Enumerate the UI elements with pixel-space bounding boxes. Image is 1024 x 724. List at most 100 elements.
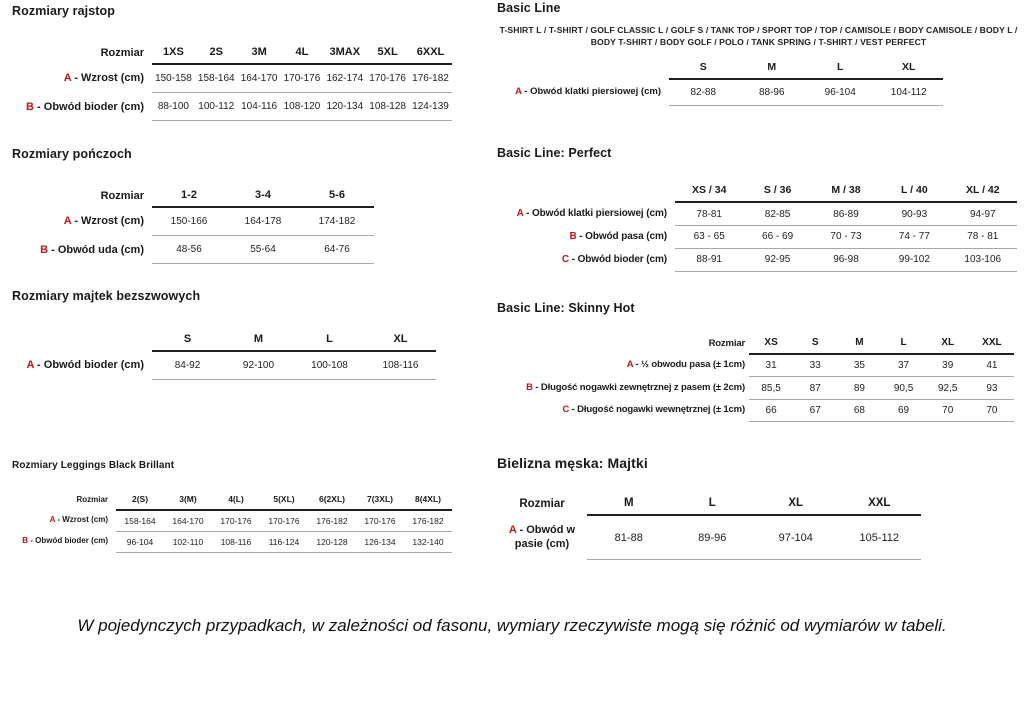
product-list-text: T-SHIRT L / T-SHIRT / GOLF CLASSIC L / G… — [499, 25, 1018, 47]
measurement-value: 78-81 — [675, 202, 744, 226]
measurement-value: 96-104 — [116, 531, 164, 553]
measurement-label: C - Obwód bioder (cm) — [561, 254, 667, 266]
size-header-row: S M L XL — [12, 333, 436, 353]
measurement-row: B - Obwód bioder (cm) 88-100 100-112 104-11… — [12, 92, 452, 122]
measurement-value: 158-164 — [116, 509, 164, 532]
measurement-value: 74 - 77 — [880, 225, 949, 249]
measurement-value: 48-56 — [152, 235, 226, 265]
measurement-value: 70 - 73 — [811, 225, 881, 249]
size-header-cell: XL — [874, 60, 943, 80]
footer-disclaimer: W pojedynczych przypadkach, w zależności… — [77, 616, 947, 635]
size-table: S M L XL A - Obwód bioder (cm) 84-92 92-100 100… — [12, 333, 436, 381]
measurement-label: A - ½ obwodu pasa (± 1cm) — [626, 359, 745, 371]
measurement-row: B - Obwód pasa (cm) 63 - 65 66 - 69 70 - 73… — [497, 225, 1017, 249]
size-header-row: Rozmiar 2(S) 3(M) 4(L) 5(XL) 6(2XL) 7(3XL) 8(4X… — [12, 493, 452, 511]
size-table: XS / 34 S / 36 M / 38 L / 40 XL / 42 A - Obwó… — [497, 184, 1017, 272]
size-table: Rozmiar 1-2 3-4 5-6 A - Wzrost (cm) 150-166 16… — [12, 189, 374, 265]
measurement-value: 67 — [793, 399, 838, 423]
measurement-row: C - Długość nogawki wewnętrznej (± 1cm) 6… — [497, 399, 1014, 423]
measurement-row: A - Obwód w pasie (cm) 81-88 89-96 97-104 10… — [497, 515, 921, 561]
size-header-cell: 7(3XL) — [356, 493, 404, 511]
measurement-value: 158-164 — [194, 64, 238, 94]
size-column-word: Rozmiar — [100, 46, 144, 59]
section-basic-line-skinny-hot: Basic Line: Skinny Hot Rozmiar XS S M L XL XXL… — [497, 301, 1014, 423]
size-header-cell: XXL — [969, 337, 1014, 356]
measurement-value: 66 - 69 — [743, 225, 812, 249]
measurement-letter: A — [63, 72, 72, 85]
size-header-cell: 6(2XL) — [308, 493, 356, 511]
measurement-value: 132-140 — [404, 531, 452, 553]
measurement-row: C - Obwód bioder (cm) 88-91 92-95 96-98 99-1… — [497, 248, 1017, 272]
measurement-value: 174-182 — [300, 207, 374, 237]
measurement-value: 96-104 — [806, 78, 875, 106]
size-header-row: XS / 34 S / 36 M / 38 L / 40 XL / 42 — [497, 184, 1017, 204]
measurement-value: 108-120 — [280, 92, 324, 122]
measurement-row: A - Obwód klatki piersiowej (cm) 82-88 88-… — [497, 78, 943, 106]
measurement-value: 164-170 — [237, 64, 281, 94]
size-table: Rozmiar XS S M L XL XXL A - ½ obwodu pasa (± 1c… — [497, 337, 1014, 423]
measurement-value: 97-104 — [754, 515, 838, 561]
measurement-letter: C — [562, 404, 570, 416]
size-table-rajstop: Rozmiar 1XS 2S 3M 4L 3MAX 5XL 6XXL A - Wzrost (c… — [12, 46, 452, 122]
measurement-value: 116-124 — [260, 531, 308, 553]
measurement-value: 150-158 — [152, 64, 195, 94]
size-header-row: Rozmiar XS S M L XL XXL — [497, 337, 1014, 356]
measurement-value: 170-176 — [260, 509, 308, 532]
size-table: Rozmiar 2(S) 3(M) 4(L) 5(XL) 6(2XL) 7(3XL) 8(4X… — [12, 493, 452, 553]
measurement-letter: C — [561, 254, 569, 266]
measurement-value: 103-106 — [948, 248, 1017, 272]
measurement-value: 90-93 — [880, 202, 949, 226]
measurement-value: 126-134 — [356, 531, 404, 553]
size-header-cell: L — [881, 337, 926, 356]
section-rozmiary-rajstop: Rozmiary rajstop Rozmiar 1XS 2S 3M 4L 3MAX 5XL… — [12, 4, 452, 122]
measurement-value: 105-112 — [837, 515, 921, 561]
measurement-row: A - ½ obwodu pasa (± 1cm) 31 33 35 37 39 41 — [497, 354, 1014, 378]
measurement-letter: A — [626, 359, 634, 371]
size-header-cell: S — [152, 333, 223, 353]
measurement-letter: B — [22, 536, 28, 546]
measurement-value: 33 — [793, 354, 838, 378]
size-header-row: Rozmiar 1-2 3-4 5-6 — [12, 189, 374, 209]
measurement-value: 87 — [793, 376, 838, 400]
measurement-letter: A — [516, 208, 524, 220]
size-header-cell: 1-2 — [152, 189, 226, 209]
size-table: Rozmiar 1XS 2S 3M 4L 3MAX 5XL 6XXL A - Wzrost (c… — [12, 46, 452, 122]
size-header-cell: 4(L) — [212, 493, 260, 511]
measurement-value: 93 — [969, 376, 1014, 400]
measurement-value: 35 — [837, 354, 882, 378]
measurement-value: 92-95 — [743, 248, 812, 272]
section-basic-line-perfect: Basic Line: Perfect XS / 34 S / 36 M / 38 L… — [497, 146, 1017, 272]
section-rozmiary-leggings-black-brillant: Rozmiary Leggings Black Brillant Rozmiar… — [12, 460, 452, 553]
measurement-label: B - Obwód bioder (cm) — [26, 100, 144, 113]
measurement-value: 78 - 81 — [948, 225, 1017, 249]
measurement-letter: B — [569, 231, 577, 243]
measurement-value: 102-110 — [164, 531, 212, 553]
size-table-basic-line-perfect: XS / 34 S / 36 M / 38 L / 40 XL / 42 A - Obwó… — [497, 184, 1017, 272]
size-table: Rozmiar M L XL XXL A - Obwód w pasie (cm) 81-8… — [497, 497, 921, 561]
measurement-value: 63 - 65 — [675, 225, 744, 249]
size-header-cell: 5XL — [366, 46, 410, 66]
size-header-cell: L — [670, 497, 754, 517]
measurement-row: A - Wzrost (cm) 150-166 164-178 174-182 — [12, 207, 374, 237]
measurement-value: 96-98 — [811, 248, 881, 272]
measurement-value: 37 — [881, 354, 926, 378]
size-table-majtki-bezszwowe: S M L XL A - Obwód bioder (cm) 84-92 92-100 100… — [12, 333, 436, 381]
section-title: Rozmiary rajstop — [12, 4, 116, 18]
measurement-value: 176-182 — [404, 509, 452, 532]
size-header-cell: XL — [754, 497, 838, 517]
size-column-word: Rozmiar — [519, 497, 565, 510]
measurement-row: B - Długość nogawki zewnętrznej z pasem … — [497, 376, 1014, 400]
size-header-cell: M — [223, 333, 294, 353]
size-column-word — [497, 184, 675, 202]
measurement-value: 92-100 — [223, 351, 294, 381]
size-column-word: Rozmiar — [708, 337, 746, 349]
measurement-value: 86-89 — [811, 202, 881, 226]
measurement-value: 108-116 — [365, 351, 436, 381]
section-rozmiary-majtek-bezszwowych: Rozmiary majtek bezszwowych S M L XL A - Obw… — [12, 289, 436, 381]
measurement-value: 82-88 — [669, 78, 738, 106]
measurement-value: 90,5 — [881, 376, 926, 400]
size-header-row: S M L XL — [497, 60, 943, 80]
size-header-cell: XL / 42 — [948, 184, 1017, 204]
section-title: Bielizna męska: Majtki — [497, 455, 648, 471]
size-table-bielizna-meska: Rozmiar M L XL XXL A - Obwód w pasie (cm) 81-8… — [497, 497, 921, 561]
